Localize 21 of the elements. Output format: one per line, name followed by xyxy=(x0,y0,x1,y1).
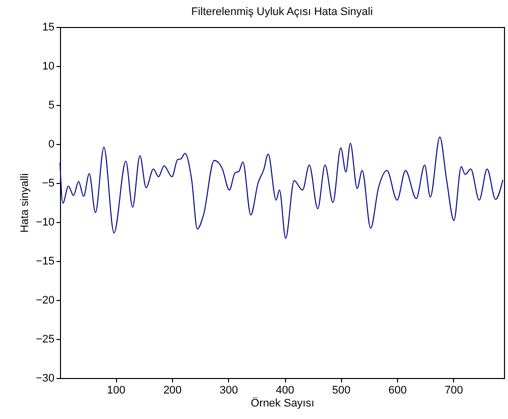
y-tick-label: 15 xyxy=(42,22,54,34)
x-axis-title: Örnek Sayısı xyxy=(250,396,314,410)
x-tick-label: 400 xyxy=(276,384,294,396)
x-tick-label: 300 xyxy=(220,384,238,396)
y-tick-label: −30 xyxy=(36,372,54,384)
y-tick-label: −25 xyxy=(36,334,54,346)
x-tick-label: 200 xyxy=(163,384,182,396)
y-tick-label: −10 xyxy=(36,216,54,228)
x-tick-label: 700 xyxy=(444,384,464,396)
x-tick-label: 500 xyxy=(332,384,350,396)
x-tick-label: 100 xyxy=(107,384,126,396)
y-axis-title: Hata sinyalli xyxy=(18,173,31,233)
x-tick-label: 600 xyxy=(388,384,407,396)
line-series xyxy=(60,136,504,239)
y-tick-label: 0 xyxy=(48,138,54,150)
y-tick-label: −15 xyxy=(36,256,54,268)
chart-title: Filterelenmiş Uyluk Açısı Hata Sinyali xyxy=(191,6,373,18)
y-tick-label: −5 xyxy=(42,178,54,190)
y-tick-label: 5 xyxy=(48,100,54,112)
y-tick-label: −20 xyxy=(36,294,54,306)
y-tick-label: 10 xyxy=(42,60,54,72)
